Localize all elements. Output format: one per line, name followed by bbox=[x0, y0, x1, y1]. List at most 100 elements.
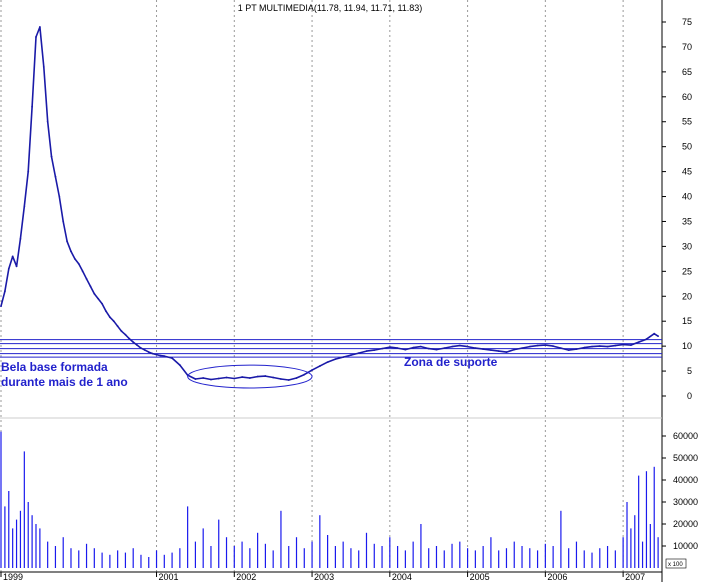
price-point bbox=[591, 345, 593, 348]
price-tick-label: 40 bbox=[682, 192, 692, 202]
price-point bbox=[657, 335, 660, 338]
price-point bbox=[120, 330, 123, 333]
price-point bbox=[458, 344, 461, 347]
volume-axis: 10000 20000 30000 40000 50000 60000 bbox=[662, 431, 698, 569]
price-point bbox=[194, 378, 197, 380]
price-point bbox=[287, 379, 290, 381]
price-point bbox=[31, 105, 34, 108]
price-tick-label: 70 bbox=[682, 42, 692, 52]
price-point bbox=[404, 348, 407, 351]
price-point bbox=[155, 353, 158, 356]
price-point bbox=[93, 292, 96, 295]
price-point bbox=[295, 377, 298, 379]
price-point bbox=[15, 265, 18, 268]
price-point bbox=[443, 347, 446, 350]
price-point bbox=[233, 377, 236, 380]
price-point bbox=[77, 262, 80, 265]
price-point bbox=[256, 375, 259, 378]
price-point bbox=[50, 155, 53, 158]
price-point bbox=[101, 302, 103, 305]
price-point bbox=[124, 333, 127, 336]
price-tick-label: 35 bbox=[682, 216, 692, 226]
price-point bbox=[97, 297, 100, 300]
price-point bbox=[210, 378, 212, 381]
price-tick-label: 10 bbox=[682, 341, 692, 351]
price-tick-label: 60 bbox=[682, 92, 692, 102]
price-tick-label: 25 bbox=[682, 266, 692, 276]
price-point bbox=[35, 36, 37, 38]
volume-tick-label: 30000 bbox=[673, 497, 698, 507]
price-point bbox=[163, 355, 166, 358]
price-tick-label: 30 bbox=[682, 241, 692, 251]
price-point bbox=[132, 341, 135, 344]
price-point bbox=[528, 345, 531, 348]
x-tick-label: 2007 bbox=[625, 572, 645, 582]
annotations: 1 PT MULTIMEDIA(11.78, 11.94, 11.71, 11.… bbox=[1, 3, 683, 568]
price-point bbox=[70, 250, 72, 253]
price-point bbox=[116, 325, 119, 328]
chart-title: 1 PT MULTIMEDIA(11.78, 11.94, 11.71, 11.… bbox=[238, 3, 423, 13]
volume-tick-label: 60000 bbox=[673, 431, 698, 441]
price-point bbox=[388, 346, 391, 349]
price-point bbox=[350, 354, 352, 357]
price-point bbox=[513, 348, 516, 351]
price-point bbox=[490, 349, 492, 352]
price-point bbox=[583, 346, 586, 349]
price-point bbox=[217, 377, 220, 380]
price-point bbox=[19, 238, 22, 240]
price-point bbox=[544, 344, 547, 347]
volume-tick-label: 40000 bbox=[673, 475, 698, 485]
price-point bbox=[637, 341, 640, 344]
price-point bbox=[505, 351, 508, 354]
price-point bbox=[311, 369, 313, 371]
time-axis: 1999 2001 2002 2003 2004 2005 2006 2007 bbox=[0, 572, 645, 582]
price-point bbox=[225, 376, 228, 379]
price-point bbox=[54, 175, 57, 178]
price-point bbox=[381, 347, 383, 350]
x-tick-label: 1999 bbox=[3, 572, 23, 582]
price-point bbox=[178, 364, 181, 366]
price-point bbox=[105, 310, 107, 313]
price-point bbox=[46, 120, 49, 123]
x-tick-label: 2005 bbox=[470, 572, 490, 582]
price-point bbox=[622, 343, 625, 346]
support-lines bbox=[0, 339, 662, 358]
price-tick-label: 55 bbox=[682, 117, 692, 127]
price-point bbox=[334, 358, 337, 360]
price-point bbox=[38, 26, 41, 28]
price-point bbox=[264, 375, 267, 377]
price-point bbox=[653, 332, 656, 335]
price-point bbox=[171, 357, 173, 360]
price-point bbox=[58, 195, 61, 198]
price-series bbox=[0, 26, 660, 389]
price-point bbox=[81, 270, 84, 273]
price-point bbox=[112, 320, 115, 323]
left-note-line1: Bela base formada bbox=[1, 360, 108, 374]
price-point bbox=[614, 344, 617, 347]
price-point bbox=[140, 347, 142, 350]
price-point bbox=[248, 377, 251, 379]
volume-tick-label: 50000 bbox=[673, 453, 698, 463]
price-point bbox=[151, 352, 154, 355]
price-point bbox=[136, 344, 138, 347]
price-point bbox=[318, 365, 321, 367]
price-point bbox=[645, 338, 648, 341]
price-point bbox=[23, 205, 26, 208]
price-point bbox=[3, 290, 6, 293]
price-point bbox=[147, 351, 150, 354]
price-point bbox=[412, 346, 415, 349]
x-tick-label: 2006 bbox=[547, 572, 567, 582]
price-tick-label: 45 bbox=[682, 167, 692, 177]
price-point bbox=[27, 170, 30, 173]
price-point bbox=[427, 347, 430, 350]
price-point bbox=[560, 347, 562, 350]
price-point bbox=[567, 349, 570, 352]
price-point bbox=[552, 345, 555, 348]
price-point bbox=[420, 345, 422, 348]
price-point bbox=[474, 347, 477, 350]
base-ellipse bbox=[187, 364, 313, 389]
price-point bbox=[536, 344, 539, 347]
price-point bbox=[159, 354, 162, 357]
